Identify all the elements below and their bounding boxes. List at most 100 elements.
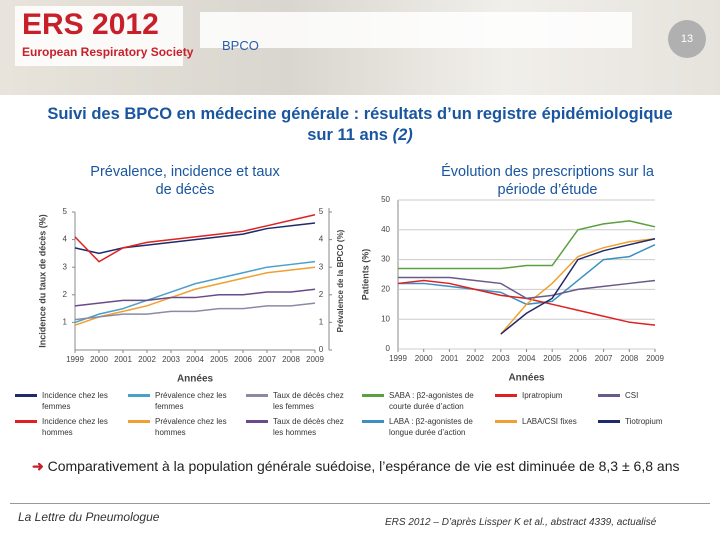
legend-label: LABA/CSI fixes xyxy=(522,417,577,426)
line-series xyxy=(500,237,656,335)
y2-tick-label: 3 xyxy=(319,262,324,271)
y2-tick-label: 5 xyxy=(319,207,324,216)
x-tick-label: 2008 xyxy=(620,354,638,363)
x-tick-label: 2005 xyxy=(543,354,561,363)
x-tick-label: 2007 xyxy=(595,354,613,363)
line-series xyxy=(74,266,316,326)
y-tick-label: 20 xyxy=(381,285,390,294)
title-text: Suivi des BPCO en médecine générale : ré… xyxy=(47,105,673,144)
y2-axis-label: Prévalence de la BPCO (%) xyxy=(336,229,345,332)
y-axis-label: Incidence du taux de décès (%) xyxy=(37,214,47,348)
x-tick-label: 2001 xyxy=(441,354,459,363)
legend-item: Prévalence chez les hommes xyxy=(128,416,238,438)
footer-left: La Lettre du Pneumologue xyxy=(18,510,160,524)
legend-swatch xyxy=(128,394,150,397)
legend-label: Prévalence chez les femmes xyxy=(155,391,227,411)
legend-item: Incidence chez les femmes xyxy=(15,390,120,412)
legend-swatch xyxy=(246,420,268,423)
legend-swatch xyxy=(495,420,517,423)
y2-tick-label: 4 xyxy=(319,235,324,244)
x-tick-label: 2008 xyxy=(282,355,300,364)
legend-label: CSI xyxy=(625,391,639,400)
society: European Respiratory Society xyxy=(22,45,194,59)
line-series xyxy=(74,222,316,255)
legend-swatch xyxy=(128,420,150,423)
legend-label: Taux de décès chez les femmes xyxy=(273,391,344,411)
legend-label: Ipratropium xyxy=(522,391,563,400)
section: BPCO xyxy=(222,38,259,53)
legend: Incidence chez les femmes Incidence chez … xyxy=(15,390,356,438)
section-bar xyxy=(200,12,632,48)
legend-item: CSI xyxy=(598,390,688,412)
y-tick-label: 3 xyxy=(63,262,68,271)
line-series xyxy=(74,302,316,321)
legend-swatch xyxy=(362,420,384,423)
line-series xyxy=(500,238,656,335)
x-axis-label: Années xyxy=(177,374,214,385)
y-tick-label: 50 xyxy=(381,195,390,204)
chart-title: Prévalence, incidence et taux de décès xyxy=(90,164,280,198)
x-tick-label: 2007 xyxy=(258,355,276,364)
conclusion-text: Comparativement à la population générale… xyxy=(47,458,680,474)
x-tick-label: 2004 xyxy=(186,355,204,364)
x-tick-label: 2001 xyxy=(114,355,132,364)
legend-label: Incidence chez les hommes xyxy=(42,417,108,437)
x-tick-label: 2009 xyxy=(646,354,664,363)
x-axis-label: Années xyxy=(508,373,545,384)
y2-tick-label: 0 xyxy=(319,345,324,354)
legend: SABA : β2-agonistes de courte durée d’ac… xyxy=(362,390,688,438)
x-tick-label: 2003 xyxy=(492,354,510,363)
y-tick-label: 10 xyxy=(381,314,390,323)
y-tick-label: 1 xyxy=(63,318,68,327)
legend-swatch xyxy=(15,420,37,423)
logo-box xyxy=(15,6,183,66)
legend-item: Tiotropium xyxy=(598,416,688,438)
legend-swatch xyxy=(598,420,620,423)
y-axis-label: Patients (%) xyxy=(360,249,370,301)
x-tick-label: 2002 xyxy=(466,354,484,363)
legend-label: SABA : β2-agonistes de courte durée d’ac… xyxy=(389,391,474,411)
legend-item: Prévalence chez les femmes xyxy=(128,390,238,412)
legend-item: LABA/CSI fixes xyxy=(495,416,590,438)
legend-label: LABA : β2-agonistes de longue durée d’ac… xyxy=(389,417,473,437)
x-tick-label: 2005 xyxy=(210,355,228,364)
x-tick-label: 1999 xyxy=(389,354,407,363)
legend-swatch xyxy=(15,394,37,397)
legend-item: Ipratropium xyxy=(495,390,590,412)
x-tick-label: 2004 xyxy=(518,354,536,363)
slide-title: Suivi des BPCO en médecine générale : ré… xyxy=(40,104,680,146)
logo: ERS 2012 xyxy=(22,8,159,41)
title-ref: (2) xyxy=(392,126,413,144)
y-tick-label: 0 xyxy=(386,344,391,353)
x-tick-label: 2000 xyxy=(90,355,108,364)
y-tick-label: 2 xyxy=(63,290,68,299)
line-series xyxy=(398,220,656,270)
legend-item: LABA : β2-agonistes de longue durée d’ac… xyxy=(362,416,487,438)
y2-tick-label: 1 xyxy=(319,318,324,327)
x-tick-label: 2003 xyxy=(162,355,180,364)
legend-label: Prévalence chez les hommes xyxy=(155,417,227,437)
x-tick-label: 2002 xyxy=(138,355,156,364)
line-series xyxy=(398,244,656,306)
y-tick-label: 40 xyxy=(381,225,390,234)
legend-label: Incidence chez les femmes xyxy=(42,391,108,411)
footer-rule xyxy=(10,503,710,504)
line-series xyxy=(74,214,316,263)
line-series xyxy=(398,276,656,300)
legend-label: Taux de décès chez les hommes xyxy=(273,417,344,437)
line-series xyxy=(74,260,316,324)
chart-title: Évolution des prescriptions sur la pério… xyxy=(441,164,654,198)
x-tick-label: 1999 xyxy=(66,355,84,364)
x-tick-label: 2009 xyxy=(306,355,324,364)
legend-swatch xyxy=(362,394,384,397)
y-tick-label: 5 xyxy=(63,207,68,216)
legend-item: Taux de décès chez les femmes xyxy=(246,390,356,412)
legend-item: Taux de décès chez les hommes xyxy=(246,416,356,438)
legend-item: Incidence chez les hommes xyxy=(15,416,120,438)
x-tick-label: 2000 xyxy=(415,354,433,363)
y-tick-label: 30 xyxy=(381,255,390,264)
x-tick-label: 2006 xyxy=(234,355,252,364)
legend-swatch xyxy=(495,394,517,397)
